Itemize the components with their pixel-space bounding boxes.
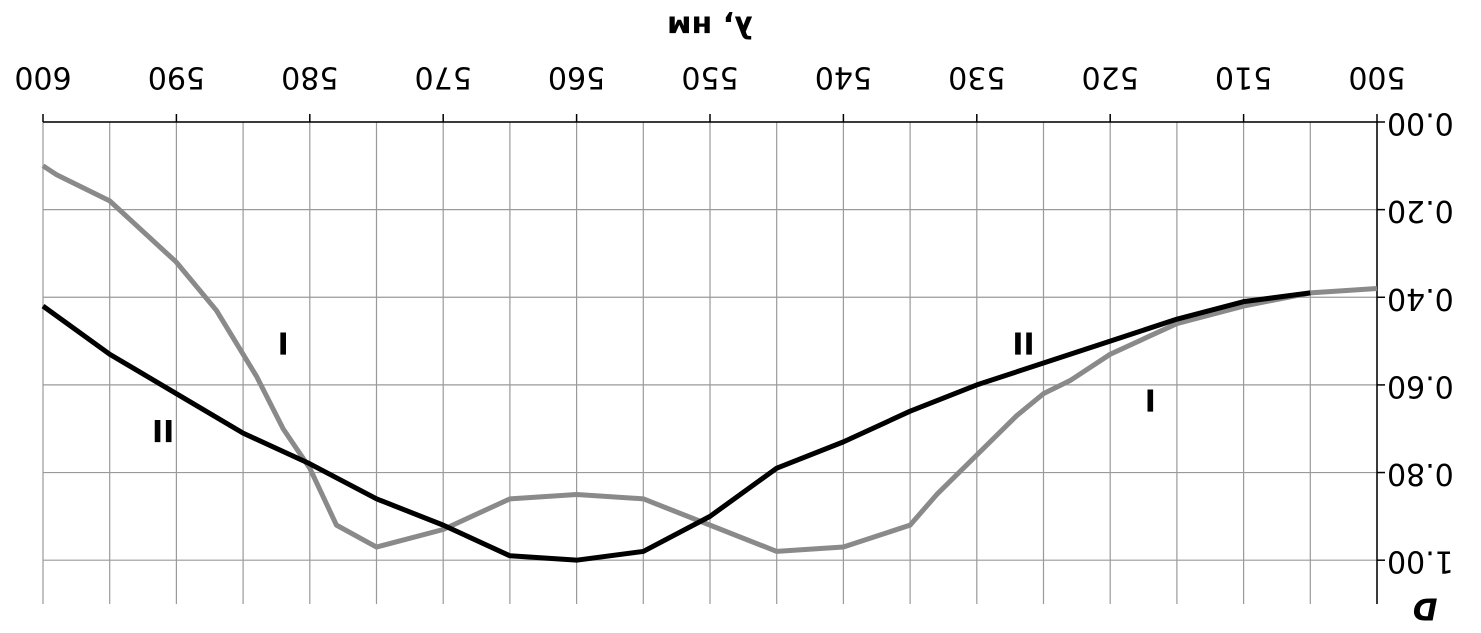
x-tick-label: 600 [14, 60, 71, 95]
x-tick-label: 570 [415, 60, 472, 95]
y-tick-label: 1.00 [1387, 544, 1454, 579]
series-line [41, 290, 1311, 563]
x-tick-label: 530 [948, 60, 1005, 95]
y-tick-label: 0.60 [1387, 368, 1454, 403]
y-tick-label: 0.00 [1387, 106, 1454, 141]
y-tick-label: 0.20 [1387, 193, 1454, 228]
curve-label: I [278, 325, 289, 360]
curve-label: II [152, 412, 174, 447]
x-tick-label: 580 [281, 60, 338, 95]
series-line [41, 163, 1378, 554]
x-tick-label: 520 [1082, 60, 1139, 95]
x-axis-label: λ, нм [667, 9, 753, 44]
y-tick-label: 0.80 [1387, 456, 1454, 491]
y-axis-label: D [1413, 591, 1438, 626]
x-tick-label: 590 [148, 60, 205, 95]
x-tick-label: 540 [815, 60, 872, 95]
y-tick-label: 0.40 [1387, 281, 1454, 316]
x-tick-label: 550 [681, 60, 738, 95]
x-tick-label: 560 [548, 60, 605, 95]
x-tick-label: 510 [1215, 60, 1272, 95]
plot: λ, нм D 0.00 0.20 0.40 0.60 0.80 1.00 500 510 52… [14, 9, 1453, 626]
x-tick-label: 500 [1348, 60, 1405, 95]
curve-label: II [1012, 325, 1034, 360]
curve-label: I [1145, 382, 1156, 417]
